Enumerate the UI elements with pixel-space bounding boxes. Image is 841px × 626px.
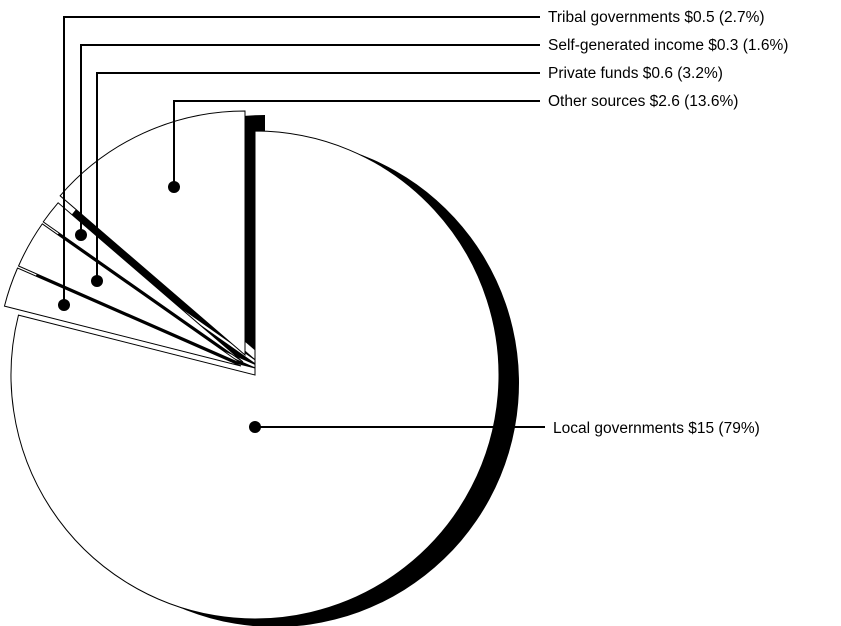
leader-line-self-generated-income xyxy=(80,44,540,235)
slice-label-other-sources: Other sources $2.6 (13.6%) xyxy=(548,93,738,110)
leader-dot-self-generated-income xyxy=(75,229,87,241)
leader-line-tribal-governments xyxy=(63,16,540,305)
pie-slice-local-governments xyxy=(10,130,500,620)
pie-slice-self-generated-income xyxy=(42,202,244,363)
slice-label-private-funds: Private funds $0.6 (3.2%) xyxy=(548,65,723,82)
leader-dot-local-governments xyxy=(249,421,261,433)
leader-dot-other-sources xyxy=(168,181,180,193)
leader-dot-private-funds xyxy=(91,275,103,287)
pie-slice-other-sources xyxy=(59,110,246,357)
leader-dot-tribal-governments xyxy=(58,299,70,311)
slice-label-local-governments: Local governments $15 (79%) xyxy=(553,420,760,437)
slice-label-tribal-governments: Tribal governments $0.5 (2.7%) xyxy=(548,9,765,26)
pie-slice-private-funds xyxy=(17,223,243,365)
leader-line-private-funds xyxy=(96,72,540,281)
slice-label-self-generated-income: Self-generated income $0.3 (1.6%) xyxy=(548,37,788,54)
leader-line-other-sources xyxy=(173,100,540,187)
